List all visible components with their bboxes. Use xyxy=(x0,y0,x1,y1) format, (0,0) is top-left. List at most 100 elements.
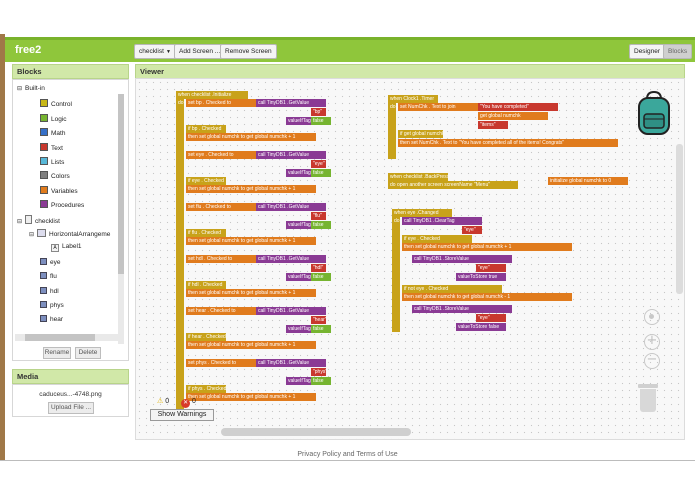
code-block[interactable]: "eye" xyxy=(476,264,506,272)
screen-select-dropdown[interactable]: checklist ▼ xyxy=(134,44,176,59)
code-block[interactable]: call TinyDB1 .GetValue xyxy=(256,203,326,211)
designer-button[interactable]: Designer xyxy=(629,44,666,59)
code-block[interactable]: "flu" xyxy=(311,212,326,220)
privacy-policy-link[interactable]: Privacy Policy and Terms of Use xyxy=(297,451,398,458)
media-file-name[interactable]: caduceus...-4748.png xyxy=(39,391,102,398)
tree-item-hdl[interactable]: hdl xyxy=(40,286,59,295)
code-block[interactable]: set flu . Checked to xyxy=(186,203,256,211)
tree-scroll-thumb[interactable] xyxy=(118,94,124,274)
tree-item-procedures[interactable]: Procedures xyxy=(40,200,84,209)
tree-item-math[interactable]: Math xyxy=(40,128,65,137)
code-block[interactable]: "hear" xyxy=(311,316,326,324)
tree-item-text[interactable]: Text xyxy=(40,142,63,152)
code-block[interactable]: if get global numchk = 6 xyxy=(398,130,443,138)
tree-hscroll-thumb[interactable] xyxy=(25,334,95,341)
code-block[interactable]: valueToStore false xyxy=(456,323,506,331)
recenter-icon[interactable] xyxy=(644,309,660,325)
code-block[interactable]: set hdl . Checked to xyxy=(186,255,256,263)
code-block[interactable]: then set global numchk to get global num… xyxy=(186,289,316,297)
code-block[interactable]: "hdl" xyxy=(311,264,326,272)
code-block[interactable]: call TinyDB1 .StoreValue xyxy=(412,305,512,313)
tree-item-flu[interactable]: flu xyxy=(40,272,57,280)
code-block[interactable]: "You have completed" xyxy=(478,103,558,111)
code-block[interactable]: if hear . Checked xyxy=(186,333,226,341)
code-block[interactable]: when Clock1 .Timer xyxy=(388,95,438,103)
code-block[interactable]: when eye .Changed xyxy=(392,209,452,217)
code-block[interactable]: "eye" xyxy=(311,160,326,168)
code-block[interactable]: false xyxy=(311,273,331,281)
tree-item-builtin[interactable]: ⊟ Built-in xyxy=(17,85,45,92)
code-block[interactable]: if phys . Checked xyxy=(186,385,226,393)
code-block[interactable]: false xyxy=(311,117,331,125)
code-block[interactable]: get global numchk xyxy=(478,112,548,120)
zoom-out-icon[interactable]: − xyxy=(644,353,660,369)
code-block[interactable]: then set NumChk . Text to "You have comp… xyxy=(398,139,618,147)
code-block[interactable]: set bp . Checked to xyxy=(186,99,256,107)
code-block[interactable]: call TinyDB1 .GetValue xyxy=(256,255,326,263)
code-block[interactable]: call TinyDB1 .GetValue xyxy=(256,99,326,107)
code-block[interactable]: do xyxy=(176,99,184,409)
warning-indicator[interactable]: ⚠ 0 ✕ 0 xyxy=(157,397,217,409)
tree-item-horizontalarrangement[interactable]: ⊟ HorizontalArrangeme xyxy=(29,229,110,238)
tree-vertical-scrollbar[interactable] xyxy=(118,94,124,344)
code-block[interactable]: call TinyDB1 .StoreValue xyxy=(412,255,512,263)
code-block[interactable]: then set global numchk to get global num… xyxy=(186,237,316,245)
add-screen-button[interactable]: Add Screen ... xyxy=(174,44,226,59)
tree-item-label1[interactable]: A Label1 xyxy=(51,243,82,253)
code-block[interactable]: if flu . Checked xyxy=(186,229,226,237)
blocks-button[interactable]: Blocks xyxy=(663,44,693,59)
code-block[interactable]: if bp . Checked xyxy=(186,125,226,133)
tree-item-phys[interactable]: phys xyxy=(40,301,64,309)
code-block[interactable]: do open another screen screenName "Menu" xyxy=(388,181,518,189)
code-block[interactable]: valueIfTagNotThere xyxy=(286,117,326,125)
code-block[interactable]: false xyxy=(311,325,331,333)
tree-horizontal-scrollbar[interactable] xyxy=(15,334,119,341)
code-block[interactable]: if not eye . Checked xyxy=(402,285,502,293)
code-block[interactable]: valueIfTagNotThere xyxy=(286,377,326,385)
trash-icon[interactable] xyxy=(636,384,660,414)
code-block[interactable]: initialize global numchk to 0 xyxy=(548,177,628,185)
code-block[interactable]: call TinyDB1 .GetValue xyxy=(256,307,326,315)
code-block[interactable]: set phys . Checked to xyxy=(186,359,256,367)
code-block[interactable]: valueIfTagNotThere xyxy=(286,221,326,229)
code-block[interactable]: false xyxy=(311,221,331,229)
remove-screen-button[interactable]: Remove Screen xyxy=(220,44,277,59)
blocks-workspace[interactable]: when checklist .Initialize do set bp . Che… xyxy=(135,78,685,440)
zoom-in-icon[interactable]: + xyxy=(644,334,660,350)
code-block[interactable]: do xyxy=(392,217,400,332)
code-block[interactable]: if eye . Checked xyxy=(186,177,226,185)
tree-item-checklist[interactable]: ⊟ checklist xyxy=(17,214,60,225)
code-block[interactable]: false xyxy=(311,377,331,385)
delete-button[interactable]: Delete xyxy=(75,347,101,359)
code-block[interactable]: "items" xyxy=(478,121,508,129)
tree-item-logic[interactable]: Logic xyxy=(40,113,67,123)
code-block[interactable]: call TinyDB1 .GetValue xyxy=(256,151,326,159)
code-block[interactable]: when checklist .Initialize xyxy=(176,91,248,99)
code-block[interactable]: set hear . Checked to xyxy=(186,307,256,315)
rename-button[interactable]: Rename xyxy=(43,347,71,359)
code-block[interactable]: valueIfTagNotThere xyxy=(286,169,326,177)
tree-item-lists[interactable]: Lists xyxy=(40,157,64,166)
code-block[interactable]: if eye . Checked xyxy=(402,235,472,243)
code-block[interactable]: call TinyDB1 .GetValue xyxy=(256,359,326,367)
code-block[interactable]: "phys" xyxy=(311,368,326,376)
code-block[interactable]: set NumChk . Text to join xyxy=(398,103,478,111)
upload-file-button[interactable]: Upload File ... xyxy=(48,402,94,414)
code-block[interactable]: then set global numchk to get global num… xyxy=(402,293,572,301)
tree-item-variables[interactable]: Variables xyxy=(40,185,78,195)
code-block[interactable]: valueIfTagNotThere xyxy=(286,273,326,281)
collapse-icon[interactable]: ⊟ xyxy=(29,232,35,238)
code-block[interactable]: "eye" xyxy=(462,226,482,234)
code-block[interactable]: "bp" xyxy=(311,108,326,116)
code-block[interactable]: then set global numchk to get global num… xyxy=(186,185,316,193)
backpack-icon[interactable] xyxy=(634,89,674,137)
workspace-vertical-scrollbar[interactable] xyxy=(676,144,683,294)
code-block[interactable]: when checklist .BackPressed xyxy=(388,173,448,181)
code-block[interactable]: if hdl . Checked xyxy=(186,281,226,289)
collapse-icon[interactable]: ⊟ xyxy=(17,86,23,92)
code-block[interactable]: "eye" xyxy=(476,314,506,322)
workspace-horizontal-scrollbar[interactable] xyxy=(221,428,411,436)
code-block[interactable]: then set global numchk to get global num… xyxy=(186,393,316,401)
code-block[interactable]: then set global numchk to get global num… xyxy=(186,341,316,349)
code-block[interactable]: false xyxy=(311,169,331,177)
